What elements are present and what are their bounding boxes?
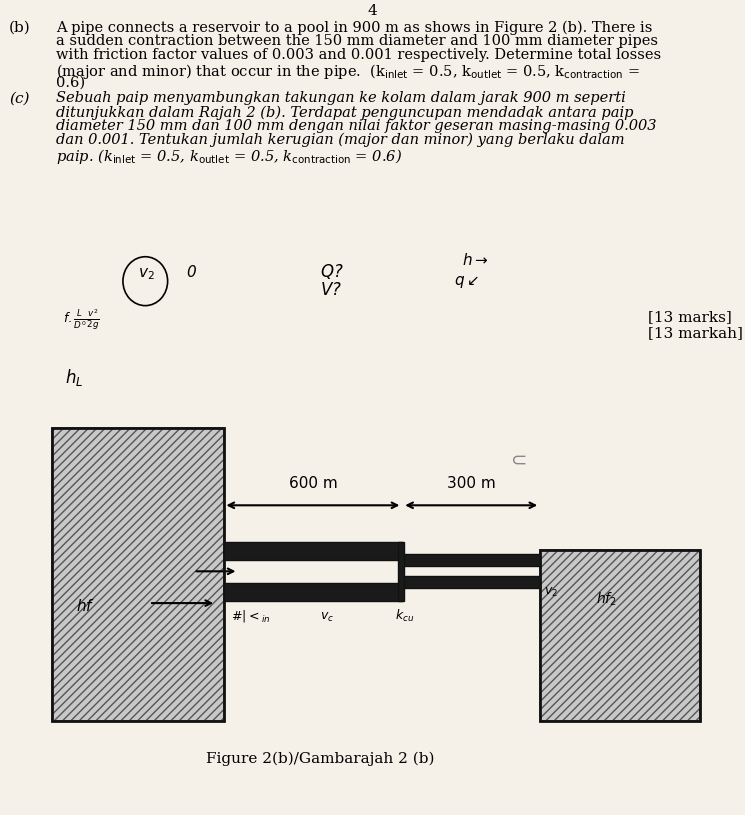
- Text: (b): (b): [9, 20, 31, 34]
- Text: $v_c$: $v_c$: [320, 610, 335, 623]
- Text: 0: 0: [186, 265, 196, 280]
- Text: $k_{cu}$: $k_{cu}$: [395, 607, 414, 623]
- Text: $q\swarrow$: $q\swarrow$: [454, 275, 480, 290]
- Text: diameter 150 mm dan 100 mm dengan nilai faktor geseran masing-masing 0.003: diameter 150 mm dan 100 mm dengan nilai …: [56, 119, 656, 133]
- Text: $hf$: $hf$: [76, 598, 95, 615]
- Text: $v_2$: $v_2$: [138, 267, 154, 282]
- Text: dan 0.001. Tentukan jumlah kerugian (major dan minor) yang berlaku dalam: dan 0.001. Tentukan jumlah kerugian (maj…: [56, 133, 624, 148]
- Text: a sudden contraction between the 150 mm diameter and 100 mm diameter pipes: a sudden contraction between the 150 mm …: [56, 34, 658, 48]
- Text: $V$?: $V$?: [320, 281, 342, 299]
- Text: Sebuah paip menyambungkan takungan ke kolam dalam jarak 900 m seperti: Sebuah paip menyambungkan takungan ke ko…: [56, 91, 626, 105]
- Text: $\#|<_{in}$: $\#|<_{in}$: [231, 608, 270, 624]
- Bar: [540, 550, 700, 721]
- Bar: [52, 428, 224, 721]
- Text: $hf_2$: $hf_2$: [596, 590, 617, 607]
- Text: 600 m: 600 m: [288, 476, 337, 491]
- Text: [13 marks]: [13 marks]: [648, 310, 732, 324]
- Text: (major and minor) that occur in the pipe.  (k$_{\rm inlet}$ = 0.5, k$_{\rm outle: (major and minor) that occur in the pipe…: [56, 62, 640, 81]
- Bar: [540, 550, 700, 721]
- Text: $f.\frac{L}{D^0}\frac{v^2}{2g}$: $f.\frac{L}{D^0}\frac{v^2}{2g}$: [63, 306, 101, 331]
- Text: 300 m: 300 m: [447, 476, 495, 491]
- Bar: [224, 542, 402, 560]
- Text: [13 markah]: [13 markah]: [648, 326, 743, 340]
- Text: $h_L$: $h_L$: [66, 367, 83, 388]
- Bar: [398, 542, 404, 601]
- Bar: [402, 554, 540, 566]
- Text: with friction factor values of 0.003 and 0.001 respectively. Determine total los: with friction factor values of 0.003 and…: [56, 48, 661, 62]
- Text: $\subset$: $\subset$: [507, 450, 527, 469]
- Bar: [224, 583, 402, 601]
- Text: (c): (c): [9, 91, 30, 105]
- Text: ditunjukkan dalam Rajah 2 (b). Terdapat penguncupan mendadak antara paip: ditunjukkan dalam Rajah 2 (b). Terdapat …: [56, 105, 633, 120]
- Text: paip. (k$_{\rm inlet}$ = 0.5, k$_{\rm outlet}$ = 0.5, k$_{\rm contraction}$ = 0.: paip. (k$_{\rm inlet}$ = 0.5, k$_{\rm ou…: [56, 147, 402, 165]
- Text: 0.6): 0.6): [56, 76, 85, 90]
- Bar: [52, 428, 224, 721]
- Text: 4: 4: [367, 4, 378, 18]
- Text: $h\rightarrow$: $h\rightarrow$: [462, 252, 489, 268]
- Text: A pipe connects a reservoir to a pool in 900 m as shows in Figure 2 (b). There i: A pipe connects a reservoir to a pool in…: [56, 20, 653, 35]
- Bar: [402, 576, 540, 588]
- Text: Figure 2(b)/Gambarajah 2 (b): Figure 2(b)/Gambarajah 2 (b): [206, 751, 434, 766]
- Text: $v_2$: $v_2$: [544, 586, 558, 599]
- Text: $Q$?: $Q$?: [320, 262, 344, 281]
